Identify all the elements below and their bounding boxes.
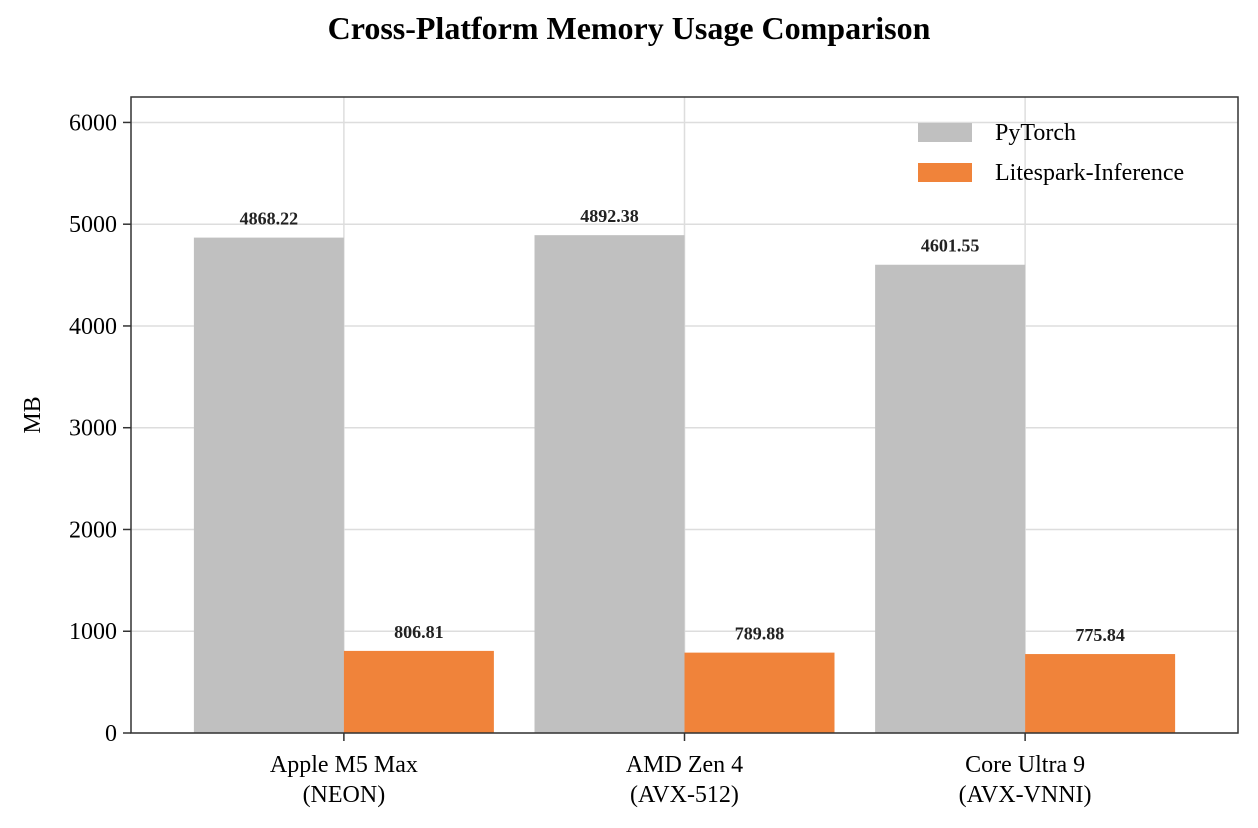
data-label: 4868.22 — [240, 209, 299, 229]
legend-swatch — [918, 123, 972, 142]
legend-label: Litespark-Inference — [995, 160, 1184, 186]
y-tick-label: 4000 — [69, 314, 117, 340]
x-tick-label: Apple M5 Max — [270, 752, 418, 778]
x-tick-label: (AVX-VNNI) — [959, 782, 1092, 808]
chart-title: Cross-Platform Memory Usage Comparison — [327, 10, 931, 46]
data-label: 806.81 — [394, 622, 444, 642]
data-label: 4892.38 — [580, 206, 639, 226]
y-tick-label: 2000 — [69, 517, 117, 543]
x-tick-label: Core Ultra 9 — [965, 752, 1085, 778]
y-tick-label: 0 — [105, 721, 117, 747]
data-label: 775.84 — [1075, 625, 1125, 645]
data-labels-layer: 4868.22 4892.38 4601.55 806.81 789.88 775.84 — [240, 206, 1125, 645]
x-axis: Apple M5 Max (NEON) AMD Zen 4 (AVX-512) Core… — [270, 733, 1092, 808]
y-tick-label: 6000 — [69, 110, 117, 136]
bar-litespark-0 — [343, 650, 494, 733]
x-tick-label: (NEON) — [303, 782, 386, 808]
data-label: 789.88 — [735, 624, 785, 644]
legend-label: PyTorch — [995, 120, 1076, 146]
bar-litespark-1 — [684, 652, 835, 733]
x-tick-label: (AVX-512) — [630, 782, 739, 808]
y-tick-label: 5000 — [69, 212, 117, 238]
bar-pytorch-1 — [534, 235, 685, 733]
y-axis-label: MB — [20, 396, 46, 433]
data-label: 4601.55 — [921, 236, 980, 256]
x-tick-label: AMD Zen 4 — [626, 752, 743, 778]
y-tick-label: 3000 — [69, 416, 117, 442]
y-axis: 0 1000 2000 3000 4000 5000 6000 — [69, 110, 131, 747]
legend: PyTorch Litespark-Inference — [918, 120, 1184, 186]
bar-pytorch-0 — [193, 237, 344, 734]
legend-swatch — [918, 163, 972, 182]
bars-layer — [193, 235, 1176, 734]
y-tick-label: 1000 — [69, 619, 117, 645]
bar-pytorch-2 — [875, 264, 1026, 733]
bar-litespark-2 — [1025, 654, 1176, 733]
